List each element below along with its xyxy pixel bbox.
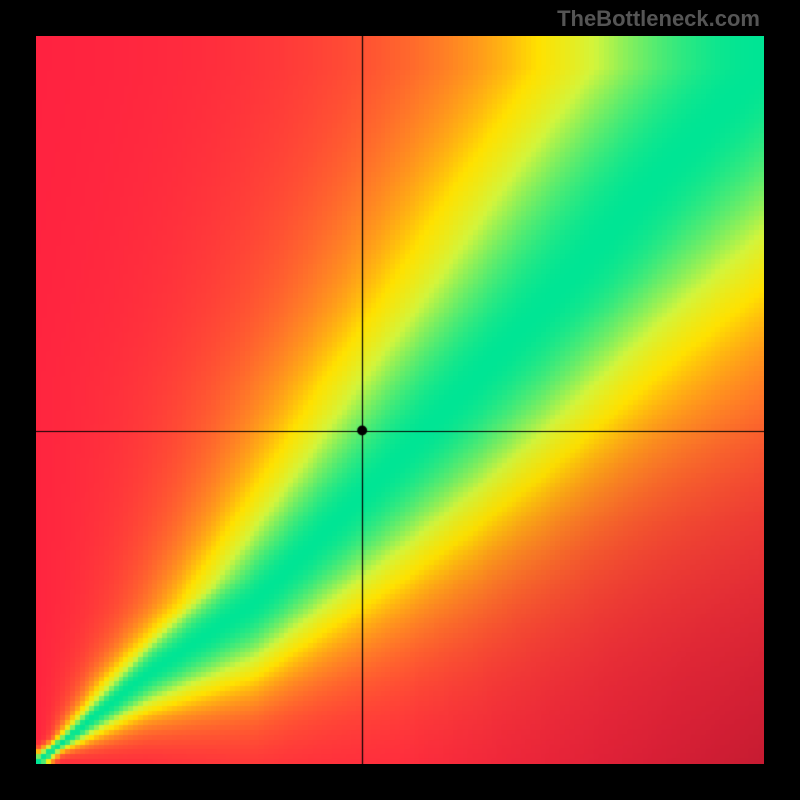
bottleneck-heatmap	[36, 36, 764, 764]
chart-container: TheBottleneck.com	[0, 0, 800, 800]
watermark-text: TheBottleneck.com	[557, 6, 760, 32]
